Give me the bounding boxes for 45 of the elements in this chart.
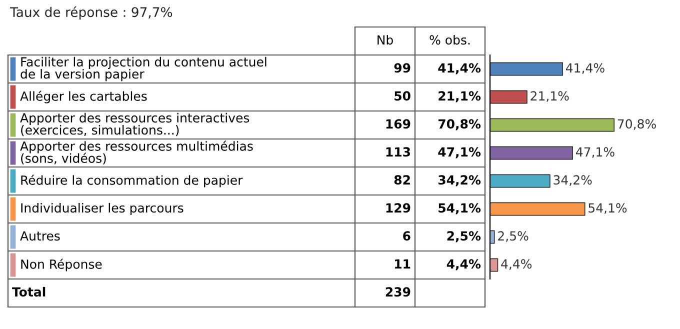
bar: [490, 118, 615, 132]
text: Taux de réponse : 97,7%: [10, 6, 172, 20]
data-label: 41,4%: [438, 63, 481, 74]
data-label: 4,4%: [446, 259, 481, 270]
bar: [490, 258, 498, 272]
text: % obs.: [430, 34, 470, 45]
text: Total: [12, 286, 46, 297]
text: 239: [386, 287, 410, 297]
text: 70,8%: [618, 119, 656, 130]
bar: [490, 202, 586, 216]
text: 2,5%: [498, 231, 528, 242]
y-tick-label: Réduire la consommation de papier: [21, 174, 243, 188]
bar: [490, 62, 564, 76]
text: Nb: [378, 34, 393, 45]
y-tick-label: Alléger les cartables: [20, 90, 147, 104]
bar: [490, 146, 574, 160]
y-tick-label: Apporter des ressources interactives (exercices, simulations...): [20, 112, 250, 136]
data-label: 70,8%: [438, 119, 481, 130]
bar: [490, 90, 528, 104]
text: 34,2%: [554, 175, 592, 186]
text: 50: [394, 91, 410, 101]
y-tick-label: Individualiser les parcours: [21, 202, 184, 216]
bar: [490, 230, 495, 244]
y-tick-label: Faciliter la projection du contenu actuel de la version papier: [20, 56, 266, 82]
text: 6: [403, 231, 410, 241]
data-label: 2,5%: [447, 231, 481, 242]
bar: [490, 174, 550, 188]
text: 82: [394, 175, 410, 185]
text: 169: [386, 119, 410, 129]
data-label: 21,1%: [438, 91, 481, 102]
data-label: 54,1%: [438, 203, 481, 214]
y-tick-label: Non Réponse: [21, 258, 102, 272]
text: 129: [386, 203, 410, 213]
y-tick-label: Autres: [20, 231, 60, 241]
data-label: 47,1%: [438, 147, 481, 158]
text: 11: [395, 259, 410, 268]
text: 113: [386, 147, 410, 157]
text: 99: [394, 63, 410, 73]
text: 41,4%: [566, 63, 604, 74]
data-label: 34,2%: [438, 175, 481, 186]
text: 21,1%: [530, 91, 569, 102]
text: 4,4%: [501, 259, 532, 270]
text: 54,1%: [588, 203, 627, 214]
y-tick-label: Apporter des ressources multimédias (sons, vidéos): [20, 140, 253, 164]
text: 47,1%: [576, 147, 614, 158]
